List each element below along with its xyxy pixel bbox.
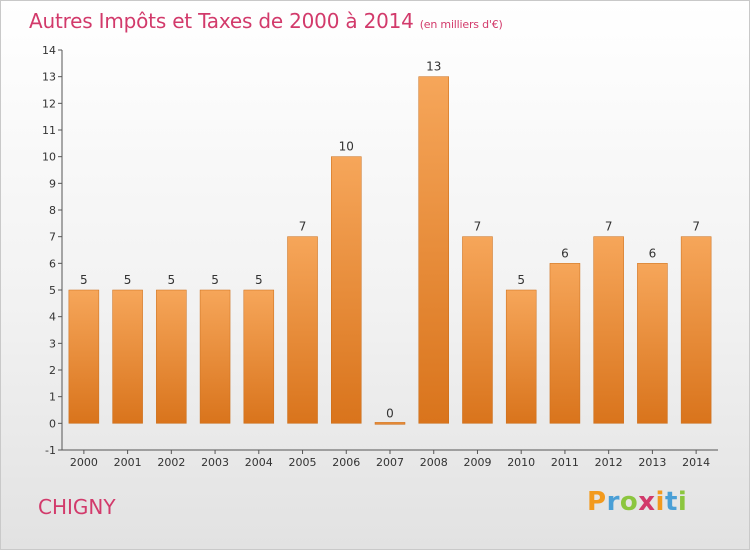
bar — [68, 289, 100, 424]
bar-value-label: 5 — [211, 273, 219, 287]
y-tick-label: 13 — [42, 71, 56, 84]
bar — [680, 236, 712, 424]
bar — [287, 236, 318, 424]
bar — [331, 156, 362, 424]
bar — [243, 289, 275, 424]
bar-value-label: 5 — [124, 273, 132, 287]
bar-value-label: 10 — [339, 140, 354, 154]
bar-value-label: 7 — [474, 220, 482, 234]
y-tick-label: 5 — [49, 284, 56, 297]
logo-letter: x — [638, 487, 656, 517]
y-tick-label: 6 — [49, 257, 56, 270]
bar-value-label: 7 — [692, 220, 700, 234]
x-tick-label: 2001 — [114, 456, 142, 469]
bar — [637, 263, 668, 424]
x-tick-label: 2002 — [157, 456, 185, 469]
x-tick-label: 2007 — [376, 456, 404, 469]
chart-title-unit: (en milliers d'€) — [419, 18, 503, 31]
bar-value-label: 7 — [299, 220, 307, 234]
y-tick-label: 14 — [42, 44, 56, 57]
x-tick-label: 2012 — [595, 456, 623, 469]
bar-value-label: 5 — [517, 273, 525, 287]
location-label: CHIGNY — [38, 495, 116, 519]
bar-value-label: 6 — [649, 246, 657, 260]
logo-letter: o — [619, 487, 639, 517]
x-tick-label: 2013 — [638, 456, 666, 469]
bar — [462, 236, 493, 424]
bar — [418, 76, 449, 424]
bar — [374, 422, 406, 425]
y-tick-label: 2 — [49, 364, 56, 377]
x-tick-label: 2006 — [332, 456, 360, 469]
bar-value-label: 5 — [80, 273, 88, 287]
bar — [593, 236, 624, 424]
x-tick-label: 2011 — [551, 456, 579, 469]
logo-letter: i — [655, 487, 665, 517]
bar — [549, 263, 581, 424]
proxiti-logo: Proxiti — [587, 487, 687, 517]
bar — [156, 289, 187, 424]
y-tick-label: 12 — [42, 97, 56, 110]
bar-value-label: 0 — [386, 406, 394, 420]
bar — [199, 289, 231, 424]
x-tick-label: 2010 — [507, 456, 535, 469]
y-tick-label: -1 — [45, 444, 56, 457]
chart-title-text: Autres Impôts et Taxes de 2000 à 2014 — [29, 9, 414, 33]
y-tick-label: 1 — [49, 391, 56, 404]
y-tick-label: 9 — [49, 177, 56, 190]
x-tick-label: 2004 — [245, 456, 273, 469]
bar-value-label: 5 — [168, 273, 176, 287]
x-tick-label: 2000 — [70, 456, 98, 469]
logo-letter: r — [606, 487, 620, 517]
y-tick-label: 8 — [49, 204, 56, 217]
bar-value-label: 13 — [426, 60, 441, 74]
bar-value-label: 5 — [255, 273, 263, 287]
x-tick-label: 2014 — [682, 456, 710, 469]
x-tick-label: 2009 — [463, 456, 491, 469]
x-tick-label: 2008 — [420, 456, 448, 469]
x-tick-label: 2005 — [289, 456, 317, 469]
x-tick-label: 2003 — [201, 456, 229, 469]
y-tick-label: 4 — [49, 311, 56, 324]
chart-title: Autres Impôts et Taxes de 2000 à 2014 (en… — [29, 9, 503, 33]
logo-letter: i — [677, 487, 688, 517]
bar — [112, 289, 143, 424]
y-tick-label: 11 — [42, 124, 56, 137]
bar — [505, 289, 537, 424]
logo-letter: t — [664, 487, 678, 517]
bar-value-label: 6 — [561, 246, 569, 260]
y-tick-label: 10 — [42, 151, 56, 164]
bar-value-label: 7 — [605, 220, 613, 234]
y-tick-label: 0 — [49, 417, 56, 430]
logo-letter: P — [587, 487, 607, 517]
y-tick-label: 7 — [49, 231, 56, 244]
y-tick-label: 3 — [49, 337, 56, 350]
